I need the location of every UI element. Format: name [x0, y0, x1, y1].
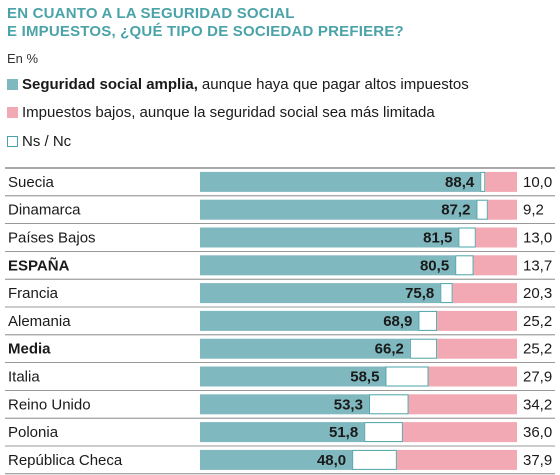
bar-segment-seguridad-social: [200, 449, 353, 470]
bar-segment-seguridad-social: [200, 338, 410, 359]
bar-segment-impuestos-bajos: [452, 283, 517, 304]
category-label-polonia: Polonia: [8, 424, 59, 441]
category-label-media: Media: [8, 341, 51, 358]
category-label-espana: ESPAÑA: [8, 256, 70, 274]
bar-segment-impuestos-bajos: [475, 227, 517, 248]
bar-segment-seguridad-social: [200, 171, 481, 192]
unit-label: En %: [7, 51, 39, 66]
bar-segment-seguridad-social: [200, 394, 369, 415]
bar-segment-seguridad-social: [200, 199, 477, 220]
data-label-impuestos-bajos: 25,2: [523, 313, 552, 330]
data-label-seguridad-social: 68,9: [383, 313, 412, 330]
bar-segment-impuestos-bajos: [396, 449, 517, 470]
bar-segment-ns-nc: [418, 310, 438, 331]
legend-swatch-seguridad-social: [7, 79, 18, 90]
data-label-impuestos-bajos: 10,0: [523, 174, 552, 191]
bar-segment-ns-nc: [364, 422, 403, 443]
bar-segment-impuestos-bajos: [408, 394, 517, 415]
bar-segment-impuestos-bajos: [485, 171, 517, 192]
bar-segment-impuestos-bajos: [402, 422, 517, 443]
data-label-seguridad-social: 80,5: [420, 257, 449, 274]
data-label-impuestos-bajos: 37,9: [523, 452, 552, 469]
bar-segment-seguridad-social: [200, 366, 386, 387]
chart-title-line-2: E IMPUESTOS, ¿QUÉ TIPO DE SOCIEDAD PREFI…: [7, 23, 404, 40]
data-label-impuestos-bajos: 9,2: [523, 202, 544, 219]
legend-swatch-ns-nc: [7, 136, 18, 147]
data-label-impuestos-bajos: 27,9: [523, 369, 552, 386]
bar-segment-ns-nc: [458, 227, 476, 248]
bar-segment-seguridad-social: [200, 422, 365, 443]
bar-segment-seguridad-social: [200, 227, 459, 248]
bar-segment-ns-nc: [455, 255, 474, 276]
bar-segment-impuestos-bajos: [437, 338, 517, 359]
bar-segment-impuestos-bajos: [487, 199, 517, 220]
chart-title-line-1: EN CUANTO A LA SEGURIDAD SOCIAL: [7, 5, 295, 22]
category-label-dinamarca: Dinamarca: [8, 202, 81, 219]
legend-label-rest: aunque haya que pagar altos impuestos: [201, 76, 469, 93]
bar-segment-seguridad-social: [200, 283, 441, 304]
data-label-impuestos-bajos: 20,3: [523, 285, 552, 302]
legend-label-ns-nc: Ns / Nc: [22, 133, 72, 150]
category-label-italia: Italia: [8, 369, 40, 386]
legend-label-impuestos-bajos: Impuestos bajos, aunque la seguridad soc…: [22, 104, 435, 121]
legend-label-bold: Seguridad social amplia,: [22, 76, 198, 93]
data-label-seguridad-social: 53,3: [334, 396, 363, 413]
data-label-seguridad-social: 75,8: [405, 285, 434, 302]
category-label-paises-bajos: Países Bajos: [8, 230, 96, 247]
bar-segment-seguridad-social: [200, 310, 419, 331]
category-label-francia: Francia: [8, 285, 59, 302]
data-label-seguridad-social: 88,4: [445, 174, 475, 191]
legend-item-seguridad-social: Seguridad social amplia, aunque haya que…: [7, 76, 469, 93]
chart-title: EN CUANTO A LA SEGURIDAD SOCIAL E IMPUES…: [7, 5, 552, 41]
data-label-seguridad-social: 66,2: [375, 341, 404, 358]
bar-segment-ns-nc: [440, 283, 453, 304]
legend-item-ns-nc: Ns / Nc: [7, 133, 71, 150]
data-label-seguridad-social: 58,5: [350, 369, 379, 386]
legend-swatch-impuestos-bajos: [7, 107, 18, 118]
bar-segment-impuestos-bajos: [428, 366, 517, 387]
data-label-seguridad-social: 87,2: [441, 202, 470, 219]
bar-segment-ns-nc: [480, 171, 486, 192]
legend-item-impuestos-bajos: Impuestos bajos, aunque la seguridad soc…: [7, 104, 435, 121]
bar-segment-ns-nc: [409, 338, 438, 359]
data-label-impuestos-bajos: 34,2: [523, 396, 552, 413]
data-label-impuestos-bajos: 13,0: [523, 230, 552, 247]
data-label-impuestos-bajos: 13,7: [523, 257, 552, 274]
category-label-suecia: Suecia: [8, 174, 55, 191]
data-label-impuestos-bajos: 25,2: [523, 341, 552, 358]
data-label-seguridad-social: 51,8: [329, 424, 358, 441]
bar-segment-seguridad-social: [200, 255, 456, 276]
bar-segment-impuestos-bajos: [473, 255, 517, 276]
category-label-reino-unido: Reino Unido: [8, 396, 91, 413]
bar-segment-impuestos-bajos: [437, 310, 517, 331]
data-label-seguridad-social: 81,5: [423, 230, 452, 247]
data-label-impuestos-bajos: 36,0: [523, 424, 552, 441]
bar-segment-ns-nc: [368, 394, 409, 415]
category-label-alemania: Alemania: [8, 313, 71, 330]
bar-segment-ns-nc: [352, 449, 397, 470]
data-label-seguridad-social: 48,0: [317, 452, 346, 469]
bar-segment-ns-nc: [476, 199, 488, 220]
category-label-republica-checa: República Checa: [8, 452, 123, 469]
bar-segment-ns-nc: [385, 366, 429, 387]
